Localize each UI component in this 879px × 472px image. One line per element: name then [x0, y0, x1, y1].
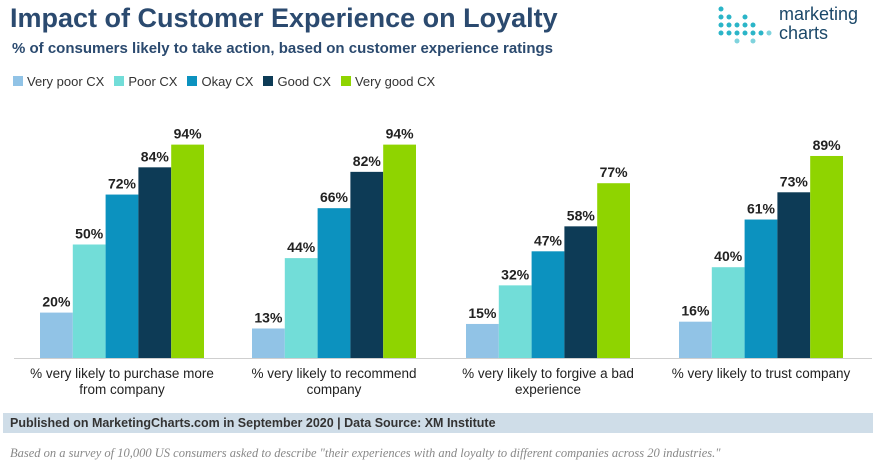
legend-label: Okay CX: [201, 73, 254, 89]
data-label: 47%: [534, 232, 563, 248]
category-label: % very likely to trust company: [672, 366, 851, 381]
data-label: 20%: [42, 294, 71, 310]
bar-chart: 20%50%72%84%94%% very likely to purchase…: [14, 126, 872, 397]
bar: [138, 167, 172, 358]
bar: [350, 171, 384, 358]
bar: [252, 328, 285, 358]
marketingcharts-logo: marketing charts: [717, 5, 877, 45]
data-label: 72%: [108, 176, 137, 192]
bar: [72, 244, 106, 358]
data-label: 94%: [386, 126, 415, 142]
legend-label: Poor CX: [128, 73, 178, 89]
bar: [777, 192, 811, 358]
footer-note: Based on a survey of 10,000 US consumers…: [10, 446, 721, 460]
data-label: 73%: [780, 173, 809, 189]
data-label: 94%: [174, 126, 203, 142]
bar: [744, 219, 778, 358]
legend-item: Okay CX: [187, 74, 253, 89]
bar: [498, 285, 532, 358]
category-label: % very likely to purchase more from compa…: [30, 366, 214, 397]
legend-label: Very poor CX: [27, 73, 105, 89]
footer-published: Published on MarketingCharts.com in Sept…: [10, 416, 496, 430]
data-label: 61%: [747, 201, 776, 217]
bar: [711, 267, 745, 358]
bar: [531, 251, 565, 358]
bar: [40, 312, 73, 358]
category-label: % very likely to forgive a bad experience: [462, 366, 634, 397]
legend-swatch: [340, 76, 351, 86]
bar: [317, 208, 351, 358]
legend-item: Very good CX: [340, 73, 436, 89]
bar: [466, 323, 499, 358]
data-label: 58%: [567, 207, 596, 223]
bar: [810, 155, 843, 358]
legend-swatch: [263, 76, 274, 86]
footer-bar: [3, 413, 873, 433]
data-label: 15%: [468, 305, 497, 321]
data-label: 32%: [501, 266, 530, 282]
data-label: 77%: [600, 164, 629, 180]
legend-label: Good CX: [277, 73, 331, 89]
logo-dots-icon: [718, 6, 772, 44]
bar: [564, 226, 598, 358]
bar: [171, 144, 204, 358]
bar: [597, 183, 630, 358]
legend-item: Good CX: [263, 73, 331, 89]
data-label: 13%: [254, 309, 283, 325]
logo-text-line1: marketing: [779, 4, 859, 24]
bar: [105, 194, 139, 358]
chart-subtitle: % of consumers likely to take action, ba…: [12, 40, 554, 57]
legend-swatch: [114, 76, 125, 86]
legend-swatch: [13, 76, 23, 86]
chart-legend: Very poor CX Poor CX Okay CX Good CX Very go…: [13, 72, 445, 90]
data-label: 84%: [141, 148, 170, 164]
bar: [679, 321, 712, 358]
data-label: 40%: [714, 248, 743, 264]
legend-label: Very good CX: [354, 73, 436, 89]
data-label: 50%: [75, 226, 104, 242]
data-label: 89%: [813, 137, 842, 153]
data-label: 44%: [287, 239, 316, 255]
data-label: 82%: [353, 153, 382, 169]
legend-item: Very poor CX: [13, 74, 104, 89]
category-label: % very likely to recommend company: [251, 366, 416, 397]
data-label: 16%: [681, 303, 710, 319]
logo-text-line2: charts: [779, 23, 829, 43]
data-label: 66%: [320, 189, 349, 205]
legend-swatch: [187, 76, 198, 86]
chart-title: Impact of Customer Experience on Loyalty: [10, 3, 558, 33]
legend-item: Poor CX: [114, 74, 177, 89]
bar: [383, 144, 416, 358]
bar: [284, 258, 318, 358]
